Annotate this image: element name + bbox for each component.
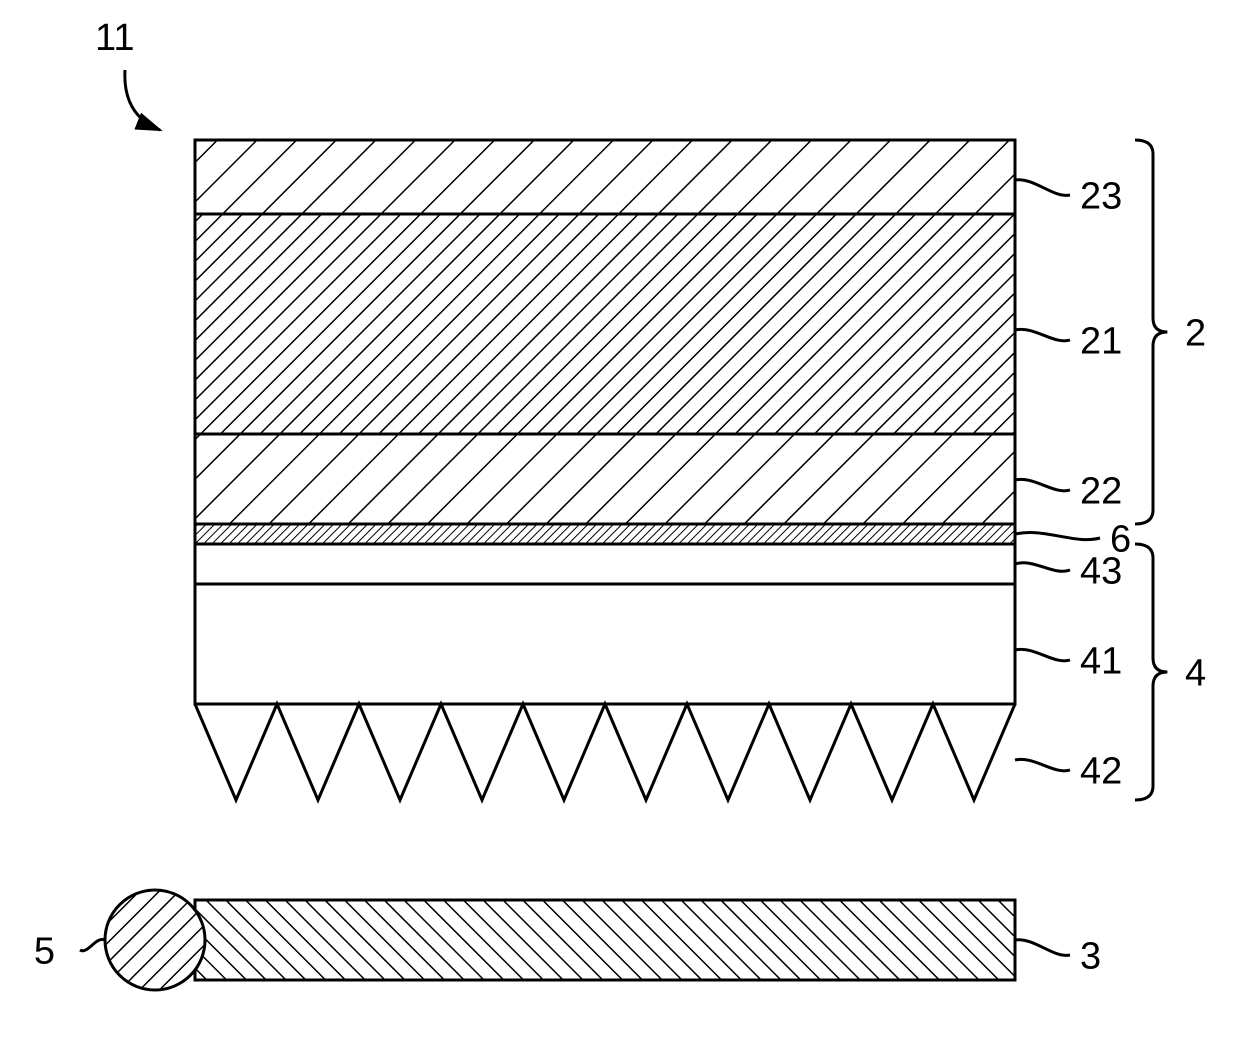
figure-svg: 1123212264341423524 xyxy=(0,0,1240,1041)
leader-21 xyxy=(1015,329,1070,341)
layer-22 xyxy=(195,434,1015,524)
ref-label-11: 11 xyxy=(95,17,134,59)
layer-42 xyxy=(195,704,1015,800)
ref-label-3: 3 xyxy=(1080,935,1101,977)
leader-22 xyxy=(1015,479,1070,491)
ref-label-41: 41 xyxy=(1080,640,1122,682)
ref-label-23: 23 xyxy=(1080,175,1122,217)
group-label-4: 4 xyxy=(1185,652,1206,694)
ref-label-22: 22 xyxy=(1080,470,1122,512)
ref-label-42: 42 xyxy=(1080,750,1122,792)
leader-6 xyxy=(1015,532,1100,539)
layer-21 xyxy=(195,214,1015,434)
ref-label-5: 5 xyxy=(34,930,55,972)
leader-43 xyxy=(1015,563,1070,572)
circle-5 xyxy=(105,890,205,990)
bar-3 xyxy=(195,900,1015,980)
leader-41 xyxy=(1015,649,1070,661)
layer-43 xyxy=(195,544,1015,584)
group-label-2: 2 xyxy=(1185,312,1206,354)
layer-6 xyxy=(195,524,1015,544)
ref-label-43: 43 xyxy=(1080,550,1122,592)
group-brace-2 xyxy=(1135,140,1167,524)
leader-42 xyxy=(1015,759,1070,771)
ref-label-21: 21 xyxy=(1080,320,1122,362)
layer-41 xyxy=(195,584,1015,704)
group-brace-4 xyxy=(1135,544,1167,800)
leader-3 xyxy=(1015,940,1070,956)
leader-23 xyxy=(1015,180,1070,196)
ref-arrow-11 xyxy=(125,70,160,130)
leader-5 xyxy=(80,939,105,951)
layer-23 xyxy=(195,140,1015,214)
